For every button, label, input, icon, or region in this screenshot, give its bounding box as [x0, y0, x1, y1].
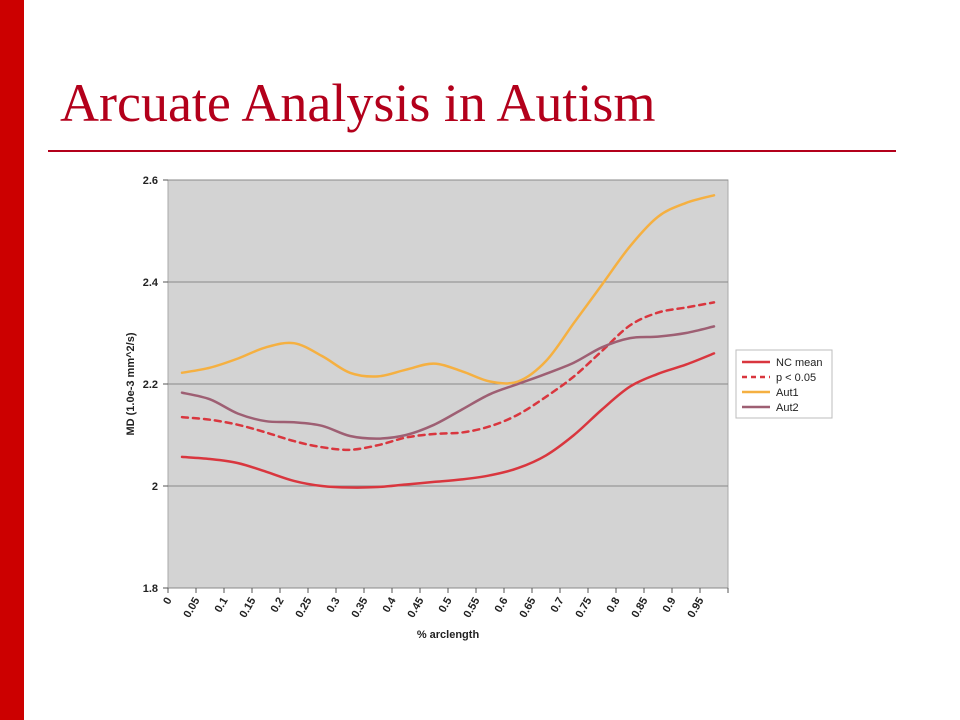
- x-tick-label: 0.5: [437, 596, 455, 615]
- x-tick-label: 0.6: [493, 596, 511, 615]
- y-tick-label: 2.6: [143, 175, 158, 187]
- x-tick-label: 0.05: [181, 596, 202, 621]
- x-tick-label: 0.65: [517, 596, 538, 621]
- legend-label-aut1: Aut1: [776, 387, 799, 399]
- x-tick-label: 0.9: [661, 596, 679, 615]
- x-tick-label: 0.15: [237, 596, 258, 621]
- legend-label-aut2: Aut2: [776, 402, 799, 414]
- legend-label-p-0-05: p < 0.05: [776, 372, 816, 384]
- x-tick-label: 0.3: [325, 596, 343, 615]
- x-tick-label: 0.8: [605, 596, 623, 615]
- x-tick-label: 0.35: [349, 596, 370, 621]
- series-line-nc-mean: [180, 352, 716, 489]
- legend-label-nc-mean: NC mean: [776, 357, 822, 369]
- x-tick-label: 0: [161, 596, 174, 607]
- y-tick-label: 1.8: [143, 583, 158, 595]
- series-line-aut1: [180, 194, 716, 385]
- x-tick-label: 0.7: [549, 596, 567, 615]
- x-tick-label: 0.95: [685, 596, 706, 621]
- x-tick-label: 0.2: [269, 596, 287, 615]
- series-line-aut2: [180, 325, 716, 440]
- x-tick-label: 0.1: [213, 596, 231, 615]
- x-tick-label: 0.25: [293, 596, 314, 621]
- x-tick-label: 0.45: [405, 596, 426, 621]
- x-tick-label: 0.55: [461, 596, 482, 621]
- y-tick-label: 2: [152, 481, 158, 493]
- x-tick-label: 0.85: [629, 596, 650, 621]
- y-tick-label: 2.2: [143, 379, 158, 391]
- y-tick-label: 2.4: [143, 277, 159, 289]
- y-axis-title: MD (1.0e-3 mm^2/s): [125, 332, 137, 435]
- slide-title: Arcuate Analysis in Autism: [60, 73, 656, 133]
- series-line-p-0-05: [180, 301, 716, 452]
- x-tick-label: 0.4: [381, 595, 399, 615]
- title-rule: [48, 150, 896, 152]
- x-axis-title: % arclength: [417, 629, 480, 641]
- x-tick-label: 0.75: [573, 596, 594, 621]
- accent-bar: [0, 0, 24, 720]
